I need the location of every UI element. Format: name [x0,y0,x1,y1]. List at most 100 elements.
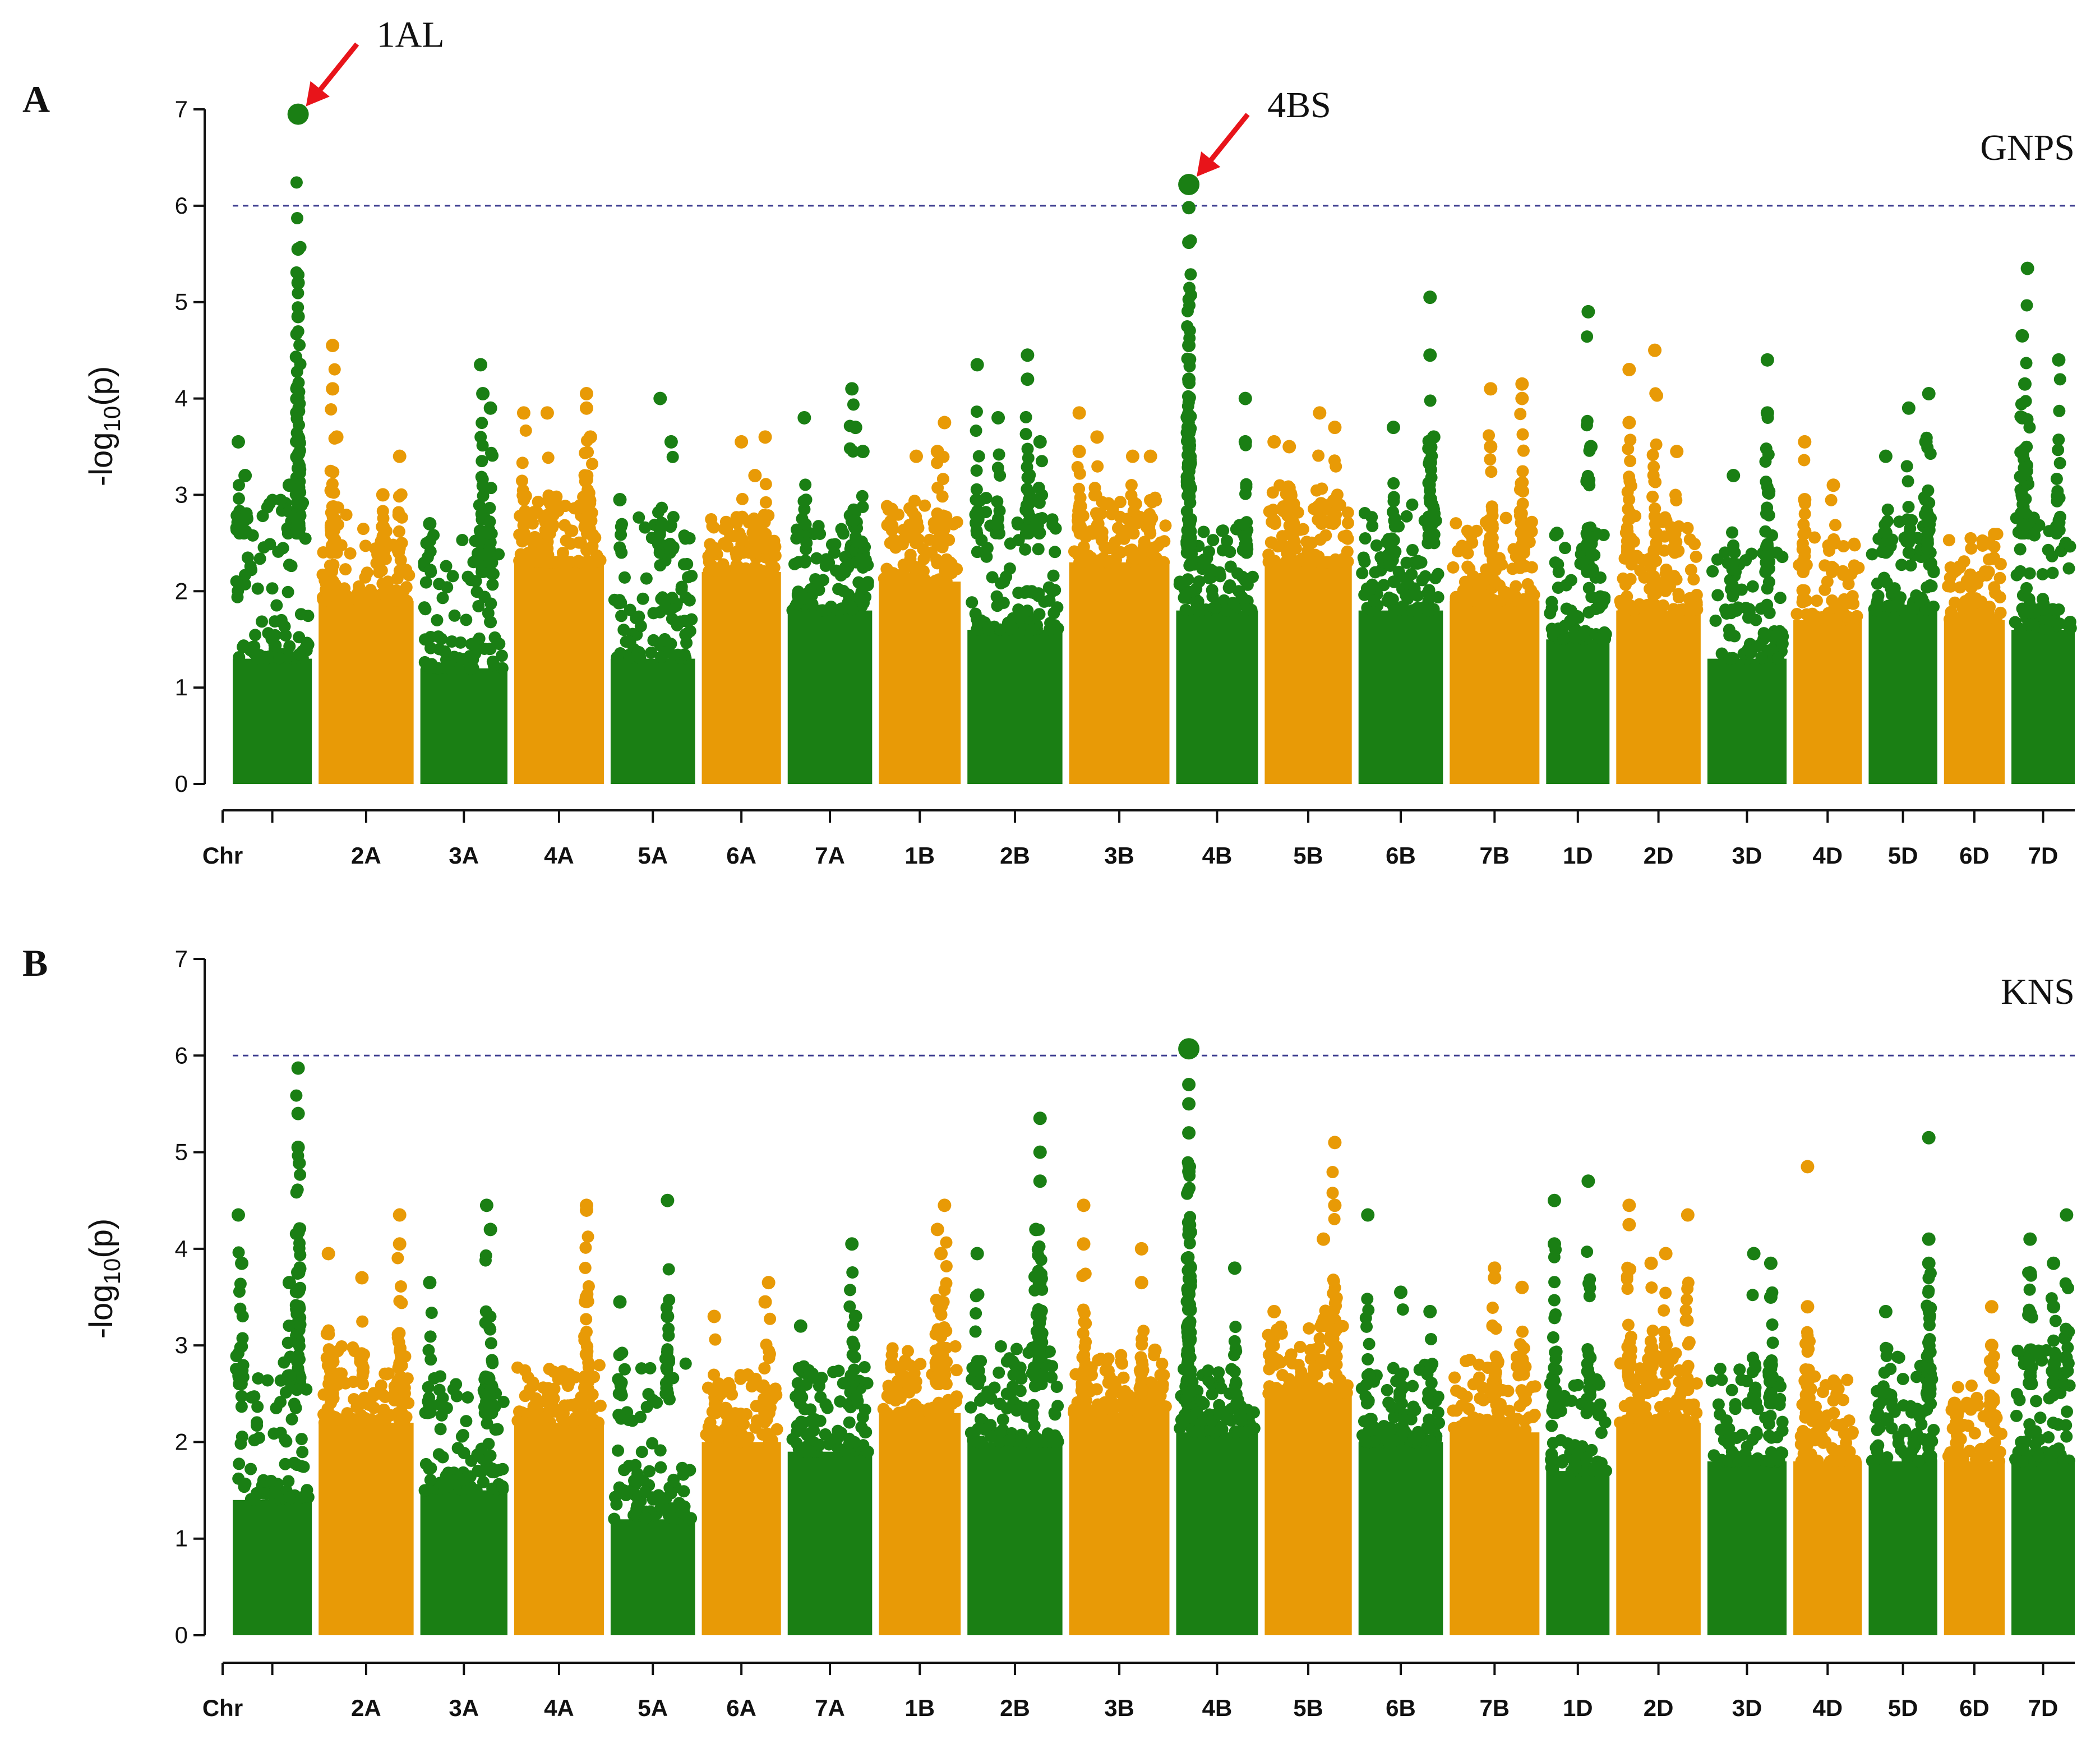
snp-point [612,597,625,610]
y-axis-title-p: (p) [83,1219,119,1258]
snp-point [422,1381,435,1394]
snp-point [1206,590,1219,603]
snp-point [451,1442,464,1455]
snp-point [652,506,665,519]
snp-point [395,537,408,550]
snp-point [1502,1385,1515,1397]
snp-point [292,376,305,389]
snp-point [1552,582,1564,594]
peak-snp-point [291,276,305,290]
snp-point [1483,429,1496,442]
snp-point [1138,556,1151,569]
peak-snp-point [1581,305,1595,319]
snp-point [1757,627,1770,640]
y-axis-title-b: -log10(p) [83,1219,125,1339]
snp-point [283,1491,296,1503]
snp-point [392,506,405,519]
snp-point [1314,533,1327,546]
chr-tick-label: 1B [904,1695,935,1721]
snp-point [379,534,391,547]
snp-point [1810,594,1823,607]
snp-point [527,546,539,559]
snp-point [1046,585,1059,598]
snp-point [667,511,680,524]
peak-snp-point [1182,236,1196,250]
snp-point [1774,592,1787,605]
snp-point [1401,577,1414,590]
snp-point [423,1397,436,1410]
snp-cloud-4B [1176,1432,1258,1635]
snp-point [1032,543,1045,556]
snp-point [296,1446,309,1459]
peak-snp-point [661,1309,675,1323]
snp-point [764,1312,777,1325]
snp-point [460,1415,473,1428]
snp-point [1709,614,1722,627]
snp-point [1341,516,1354,529]
snp-point [1224,579,1236,592]
y-tick-label: 6 [175,1042,188,1068]
snp-cloud-1D [1546,639,1610,784]
snp-point [1144,493,1157,506]
snp-point [593,1359,606,1372]
snp-point [1515,1384,1528,1397]
snp-point [793,1393,806,1406]
snp-point [538,1395,551,1408]
peak-snp-point [1879,449,1893,463]
snp-point [483,1401,496,1414]
snp-point [2064,540,2076,553]
snp-point [884,573,897,585]
snp-point [820,553,833,566]
snp-point [1312,449,1325,462]
snp-point [1882,599,1895,612]
snp-cloud-5B [1264,1394,1352,1635]
chr-tick-label: 4B [1202,842,1233,869]
peak-snp-point [761,1276,776,1290]
snp-point [1239,573,1252,585]
snp-point [1268,514,1281,527]
snp-point [1318,1320,1331,1332]
snp-point [1942,534,1955,547]
snp-point [473,632,486,645]
peak-snp-point [291,310,305,324]
peak-snp-point [856,445,870,459]
snp-point [653,525,666,538]
peak-snp-point [1328,1198,1342,1212]
snp-point [1659,568,1672,580]
snp-point [2018,468,2030,481]
peak-snp-point [326,382,340,396]
peak-snp-point [321,1247,335,1261]
snp-point [1388,604,1401,617]
snp-point [1027,1361,1040,1374]
snp-point [288,1456,301,1469]
snp-point [927,1401,940,1414]
snp-point [614,1385,627,1398]
peak-snp-point [423,516,437,531]
snp-point [799,554,812,567]
snp-point [908,495,921,508]
snp-point [1315,1355,1328,1368]
snp-point [683,594,696,607]
peak-snp-point [1148,1343,1162,1357]
snp-point [799,518,812,531]
snp-point [1577,629,1590,642]
peak-snp-point [1182,1165,1196,1179]
snp-point [1514,1338,1527,1351]
snp-point [1483,520,1496,533]
annotation-4BS: 4BS [1197,85,1331,177]
snp-point [1646,449,1659,462]
peak-snp-point [934,1295,948,1309]
snp-point [564,537,577,550]
snp-point [1046,518,1059,531]
peak-snp-point [393,449,407,463]
snp-point [1464,574,1477,587]
chromosome-3A [418,358,509,784]
snp-point [281,585,294,598]
snp-point [290,266,303,279]
snp-point [556,556,569,569]
snp-cloud-6B [1358,1442,1443,1635]
snp-point [525,556,538,569]
snp-point [1711,589,1724,602]
snp-point [1396,1367,1409,1380]
snp-point [1489,1370,1502,1383]
